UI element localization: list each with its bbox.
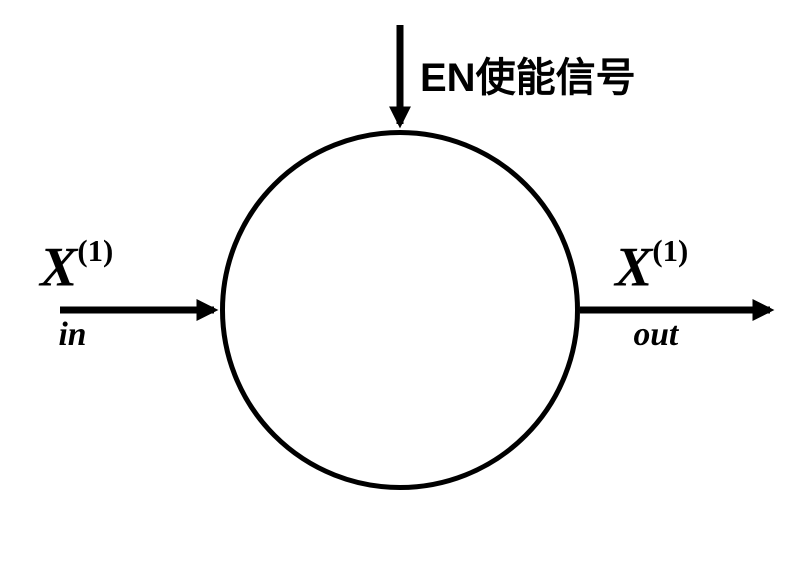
label-input-main: X xyxy=(40,237,77,299)
label-input-sub: in xyxy=(58,316,86,353)
diagram-canvas: { "canvas": { "width": 805, "height": 57… xyxy=(0,0,805,579)
label-enable-signal: EN使能信号 xyxy=(420,45,636,103)
label-output-sub: out xyxy=(633,316,678,353)
label-output-sup: (1) xyxy=(652,234,688,268)
label-enable-signal-text: EN使能信号 xyxy=(420,56,636,100)
label-output-main: X xyxy=(615,237,652,299)
label-input: X(1) in xyxy=(40,245,113,342)
label-output: X(1) out xyxy=(615,245,688,342)
label-input-sup: (1) xyxy=(77,234,113,268)
